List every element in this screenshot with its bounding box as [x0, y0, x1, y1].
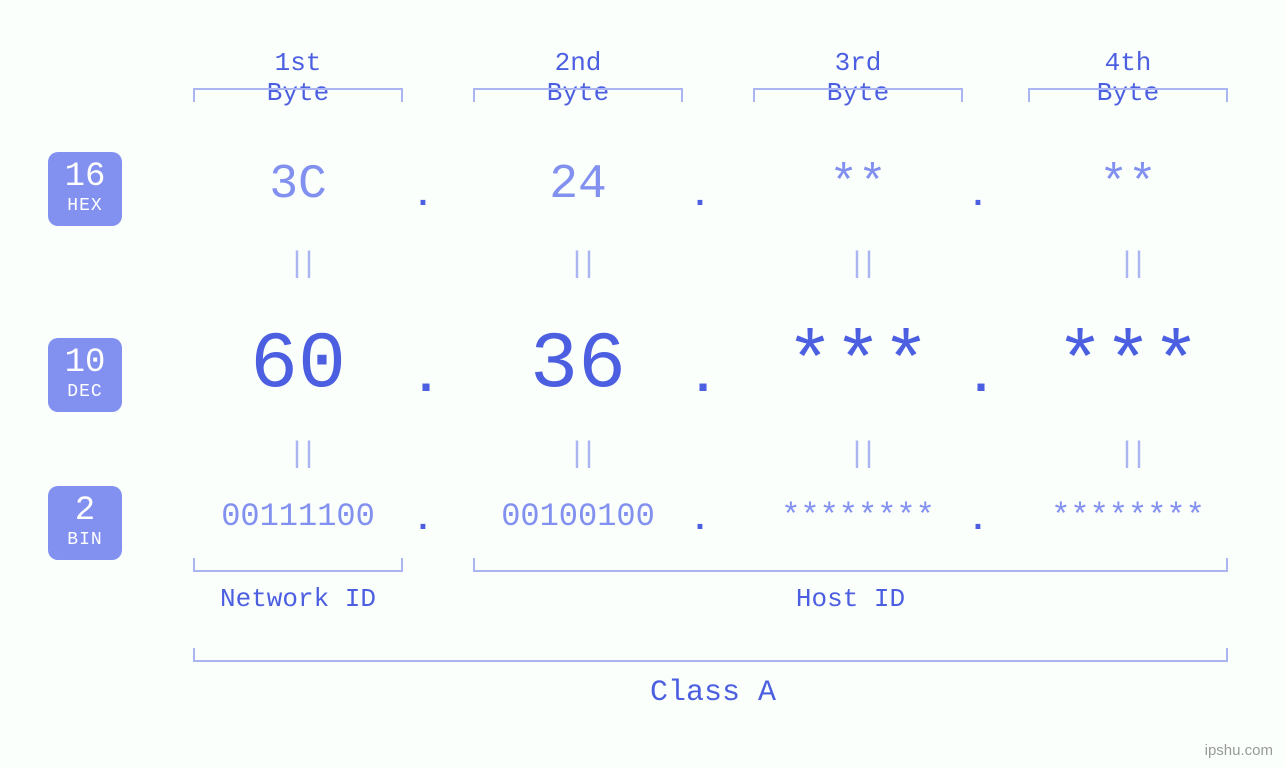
network-id-label: Network ID [203, 584, 393, 614]
eq-lower-3: || [848, 438, 872, 472]
top-bracket-4 [1028, 88, 1228, 102]
eq-upper-3: || [848, 248, 872, 282]
badge-dec: 10 DEC [48, 338, 122, 412]
badge-bin: 2 BIN [48, 486, 122, 560]
bin-dot-2: . [688, 502, 712, 540]
badge-bin-label: BIN [48, 530, 122, 550]
dec-byte-3: *** [778, 320, 938, 411]
hex-dot-1: . [411, 178, 435, 216]
hex-byte-3: ** [798, 158, 918, 212]
bin-byte-4: ******** [1028, 498, 1228, 535]
bin-byte-1: 00111100 [198, 498, 398, 535]
badge-dec-label: DEC [48, 382, 122, 402]
dec-dot-1: . [411, 350, 435, 407]
bin-byte-3: ******** [758, 498, 958, 535]
dec-byte-4: *** [1048, 320, 1208, 411]
hex-byte-4: ** [1068, 158, 1188, 212]
badge-hex: 16 HEX [48, 152, 122, 226]
class-label: Class A [618, 676, 808, 710]
class-bracket [193, 648, 1228, 662]
eq-lower-2: || [568, 438, 592, 472]
bin-dot-3: . [966, 502, 990, 540]
badge-dec-num: 10 [48, 346, 122, 380]
badge-hex-label: HEX [48, 196, 122, 216]
bin-byte-2: 00100100 [478, 498, 678, 535]
bin-dot-1: . [411, 502, 435, 540]
eq-lower-4: || [1118, 438, 1142, 472]
dec-dot-2: . [688, 350, 712, 407]
eq-lower-1: || [288, 438, 312, 472]
badge-hex-num: 16 [48, 160, 122, 194]
dec-byte-2: 36 [498, 320, 658, 411]
dec-dot-3: . [966, 350, 990, 407]
top-bracket-2 [473, 88, 683, 102]
network-id-bracket [193, 558, 403, 572]
eq-upper-4: || [1118, 248, 1142, 282]
host-id-bracket [473, 558, 1228, 572]
hex-byte-1: 3C [238, 158, 358, 212]
hex-dot-3: . [966, 178, 990, 216]
eq-upper-1: || [288, 248, 312, 282]
dec-byte-1: 60 [218, 320, 378, 411]
hex-byte-2: 24 [518, 158, 638, 212]
eq-upper-2: || [568, 248, 592, 282]
host-id-label: Host ID [773, 584, 928, 614]
badge-bin-num: 2 [48, 494, 122, 528]
top-bracket-1 [193, 88, 403, 102]
top-bracket-3 [753, 88, 963, 102]
hex-dot-2: . [688, 178, 712, 216]
watermark: ipshu.com [1205, 742, 1273, 759]
